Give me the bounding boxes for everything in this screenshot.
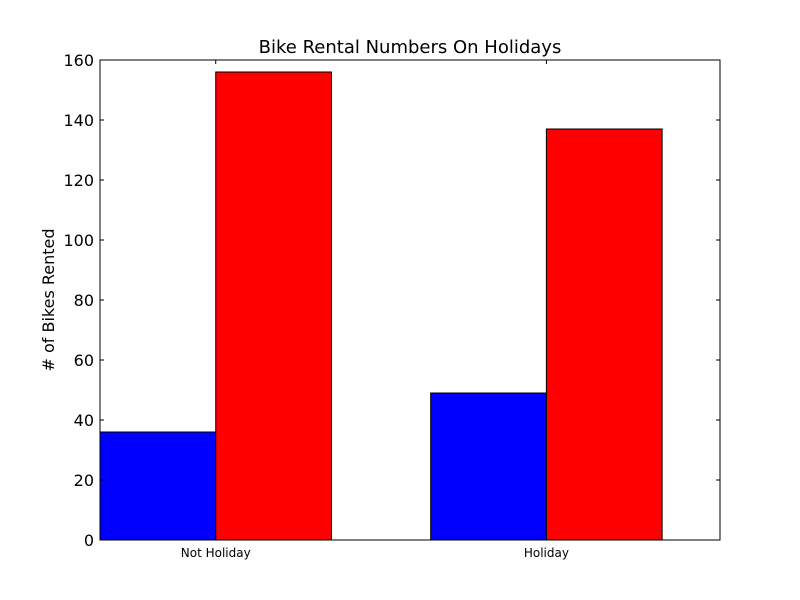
y-tick-label: 40 bbox=[74, 411, 94, 430]
y-tick-label: 100 bbox=[63, 231, 94, 250]
bar-holiday-series-2 bbox=[545, 128, 663, 541]
ticks-layer: 0 20 40 60 80 100 120 140 160 Not Holiday Holiday bbox=[63, 51, 720, 560]
bars-layer bbox=[99, 71, 663, 541]
y-tick-label: 80 bbox=[74, 291, 94, 310]
bar-holiday-series-1 bbox=[430, 392, 547, 541]
x-tick-label-not-holiday: Not Holiday bbox=[181, 546, 251, 560]
y-tick-label: 120 bbox=[63, 171, 94, 190]
y-tick-label: 60 bbox=[74, 351, 94, 370]
y-tick-label: 160 bbox=[63, 51, 94, 70]
y-tick-label: 140 bbox=[63, 111, 94, 130]
y-tick-label: 0 bbox=[84, 531, 94, 550]
bar-not-holiday-series-2 bbox=[215, 71, 332, 541]
y-axis-label: # of Bikes Rented bbox=[39, 228, 58, 371]
bar-not-holiday-series-1 bbox=[99, 431, 217, 541]
chart-title: Bike Rental Numbers On Holidays bbox=[259, 37, 562, 58]
x-tick-label-holiday: Holiday bbox=[524, 546, 569, 560]
plot-frame bbox=[99, 59, 721, 541]
y-tick-label: 20 bbox=[74, 471, 94, 490]
